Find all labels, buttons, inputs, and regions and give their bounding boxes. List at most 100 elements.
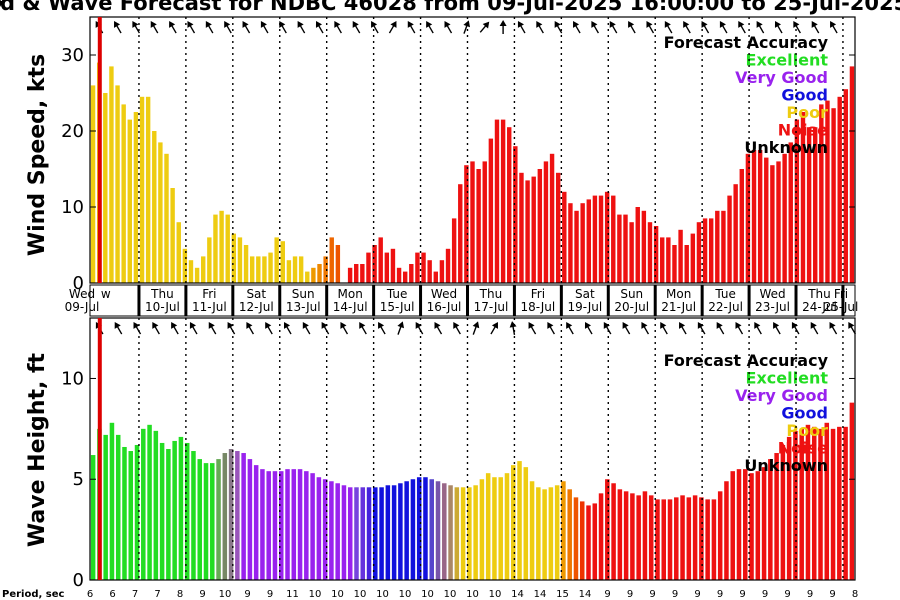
day-name-label: Sat	[575, 287, 595, 301]
wind-bar	[776, 161, 781, 283]
wind-direction-arrow	[609, 20, 618, 34]
now-marker-line: w	[97, 17, 111, 580]
wave-bar	[611, 483, 616, 580]
wave-bar	[103, 434, 108, 580]
wind-bar	[372, 245, 377, 283]
wind-direction-arrow	[499, 20, 507, 34]
period-label: Period, sec	[2, 589, 65, 600]
wave-bar	[485, 473, 491, 580]
wave-bar	[743, 469, 748, 580]
period-value: 9	[739, 589, 745, 600]
wave-bar	[316, 477, 322, 580]
period-value: 9	[649, 589, 655, 600]
wave-bar	[385, 485, 391, 580]
wave-bar	[755, 471, 761, 580]
wind-bar	[213, 214, 218, 283]
wave-direction-arrow	[415, 321, 424, 335]
period-value: 10	[489, 589, 502, 600]
wind-bar	[813, 127, 818, 283]
wave-direction-arrow	[791, 321, 800, 335]
wind-direction-arrow	[738, 20, 746, 34]
wind-bar	[678, 229, 683, 283]
wind-bar	[806, 127, 812, 283]
wave-bar	[228, 449, 234, 580]
now-marker-label: w	[101, 287, 111, 301]
legend-title: Forecast Accuracy	[664, 33, 829, 52]
date-label: 16-Jul	[427, 300, 462, 314]
wave-bar	[216, 459, 221, 580]
period-value: 7	[154, 589, 160, 600]
wave-bar	[517, 461, 522, 580]
date-label: 11-Jul	[192, 300, 227, 314]
wind-direction-arrow	[150, 20, 159, 34]
wave-bar	[115, 434, 121, 580]
wind-bar	[696, 222, 702, 283]
wind-axes-box	[89, 16, 856, 284]
wave-direction-arrow	[397, 321, 405, 335]
wind-bar	[562, 191, 567, 283]
date-label: 23-Jul	[755, 300, 790, 314]
wave-bar	[191, 451, 196, 580]
wave-bar	[761, 467, 767, 580]
wind-bar	[708, 218, 714, 283]
wind-direction-arrow	[701, 20, 710, 34]
wave-bar	[128, 451, 134, 580]
wave-direction-arrow	[584, 321, 593, 335]
wave-bar	[542, 489, 547, 580]
wind-direction-arrow	[242, 20, 251, 34]
wind-bar	[458, 184, 463, 283]
wave-bar	[498, 477, 503, 580]
wave-bar	[561, 481, 566, 580]
wave-bar	[429, 479, 434, 580]
wind-bar	[249, 256, 255, 283]
wave-bar	[592, 503, 598, 580]
wave-direction-arrow	[490, 321, 498, 335]
legend-item-unknown: Unknown	[744, 456, 828, 475]
wave-bar	[605, 479, 610, 580]
wave-bar	[235, 451, 240, 580]
wave-direction-arrow	[302, 321, 311, 335]
legend-item-very_good: Very Good	[735, 386, 828, 405]
wind-bar	[611, 195, 616, 283]
wind-bar	[617, 214, 622, 283]
wind-bar	[715, 210, 720, 283]
wind-bar	[666, 237, 671, 283]
wind-bar	[825, 100, 830, 283]
wind-direction-arrow	[114, 20, 122, 34]
wind-bar	[188, 260, 194, 283]
wave-direction-arrow	[566, 321, 574, 335]
period-value: 10	[466, 589, 479, 600]
wave-direction-arrow	[189, 321, 198, 335]
period-value: 7	[132, 589, 138, 600]
wave-bar	[322, 479, 328, 580]
wind-bar	[390, 248, 396, 283]
wind-bar	[647, 222, 653, 283]
day-name-label: Wed	[759, 287, 785, 301]
wind-bar	[427, 260, 432, 283]
wave-bar	[504, 473, 510, 580]
wind-bar	[201, 256, 206, 283]
wind-arrows	[0, 0, 838, 34]
wave-direction-arrow	[171, 321, 179, 335]
wave-bar	[768, 459, 773, 580]
wave-bar	[636, 495, 641, 580]
wind-bar	[415, 252, 420, 283]
wind-bar	[133, 112, 139, 283]
wave-direction-arrow	[133, 321, 142, 335]
period-value: 14	[511, 589, 524, 600]
wave-bar	[711, 499, 717, 580]
wind-bar	[402, 271, 408, 283]
wind-bar	[819, 104, 824, 284]
wave-panel: Wave Height, ft 0 5 10 Forecast AccuracyEx…	[25, 317, 856, 591]
date-strip-box	[89, 284, 856, 317]
wave-bar	[442, 483, 447, 580]
wind-direction-arrow	[756, 20, 765, 34]
wave-bar	[241, 453, 246, 580]
wind-direction-arrow	[169, 20, 177, 34]
wind-bar	[690, 233, 696, 283]
wind-bar	[170, 188, 175, 283]
wind-bar	[311, 267, 316, 283]
period-value: 10	[376, 589, 389, 600]
day-name-label: Fri	[202, 287, 216, 301]
